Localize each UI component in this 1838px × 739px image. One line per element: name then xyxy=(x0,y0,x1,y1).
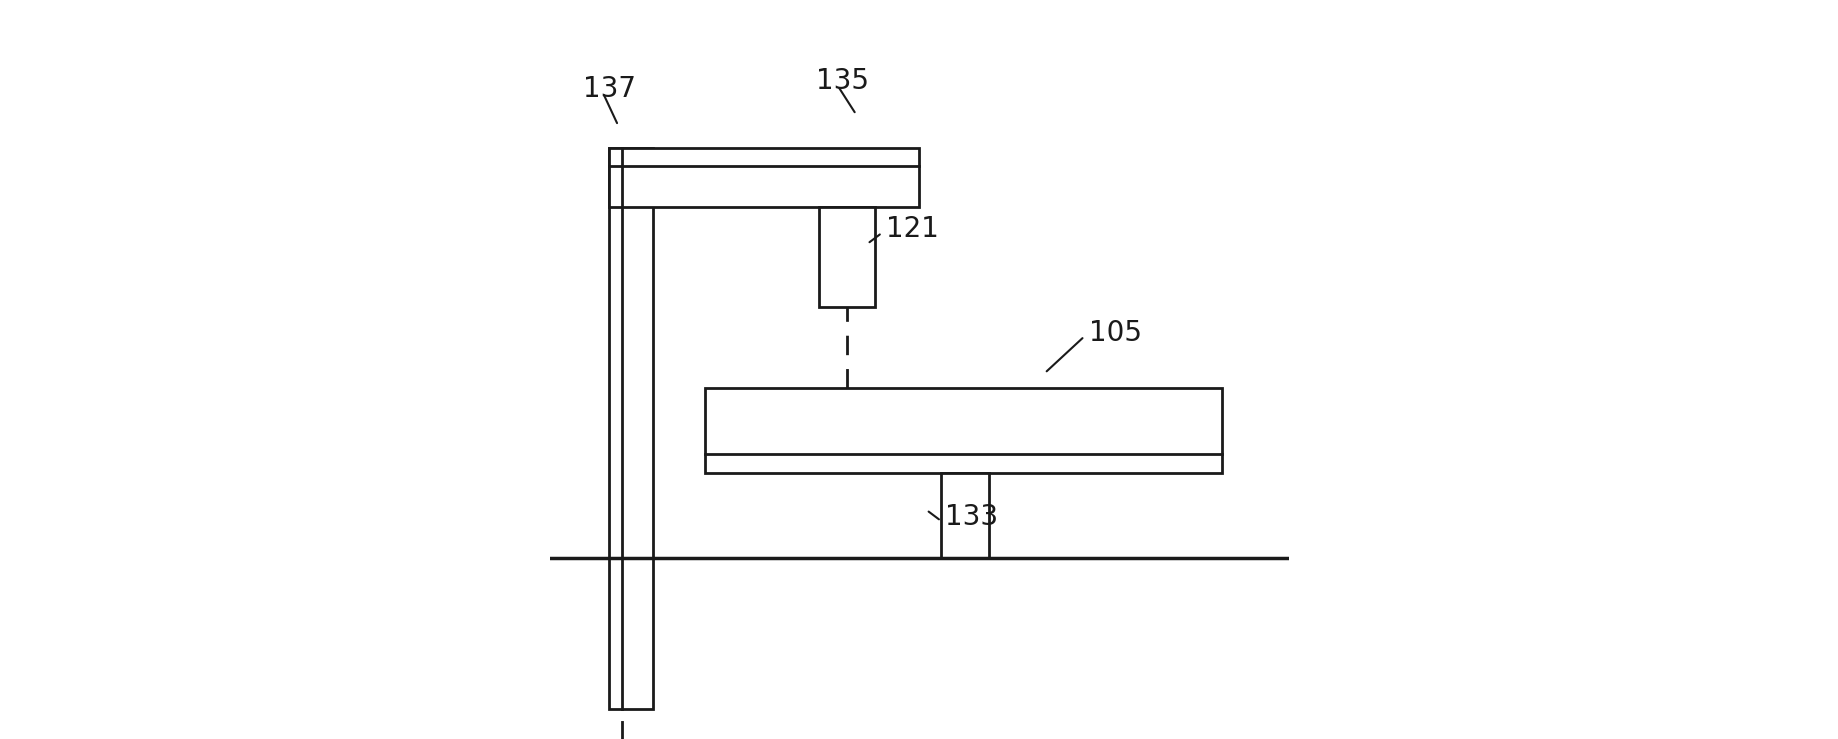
Bar xyxy=(608,148,919,207)
Text: 137: 137 xyxy=(583,75,636,103)
Bar xyxy=(941,473,989,558)
Bar xyxy=(608,148,652,709)
Bar xyxy=(704,388,1222,473)
Text: 133: 133 xyxy=(945,503,998,531)
Text: 105: 105 xyxy=(1088,319,1141,347)
Text: 135: 135 xyxy=(816,67,869,95)
Bar xyxy=(820,207,875,307)
Text: 121: 121 xyxy=(886,215,939,243)
